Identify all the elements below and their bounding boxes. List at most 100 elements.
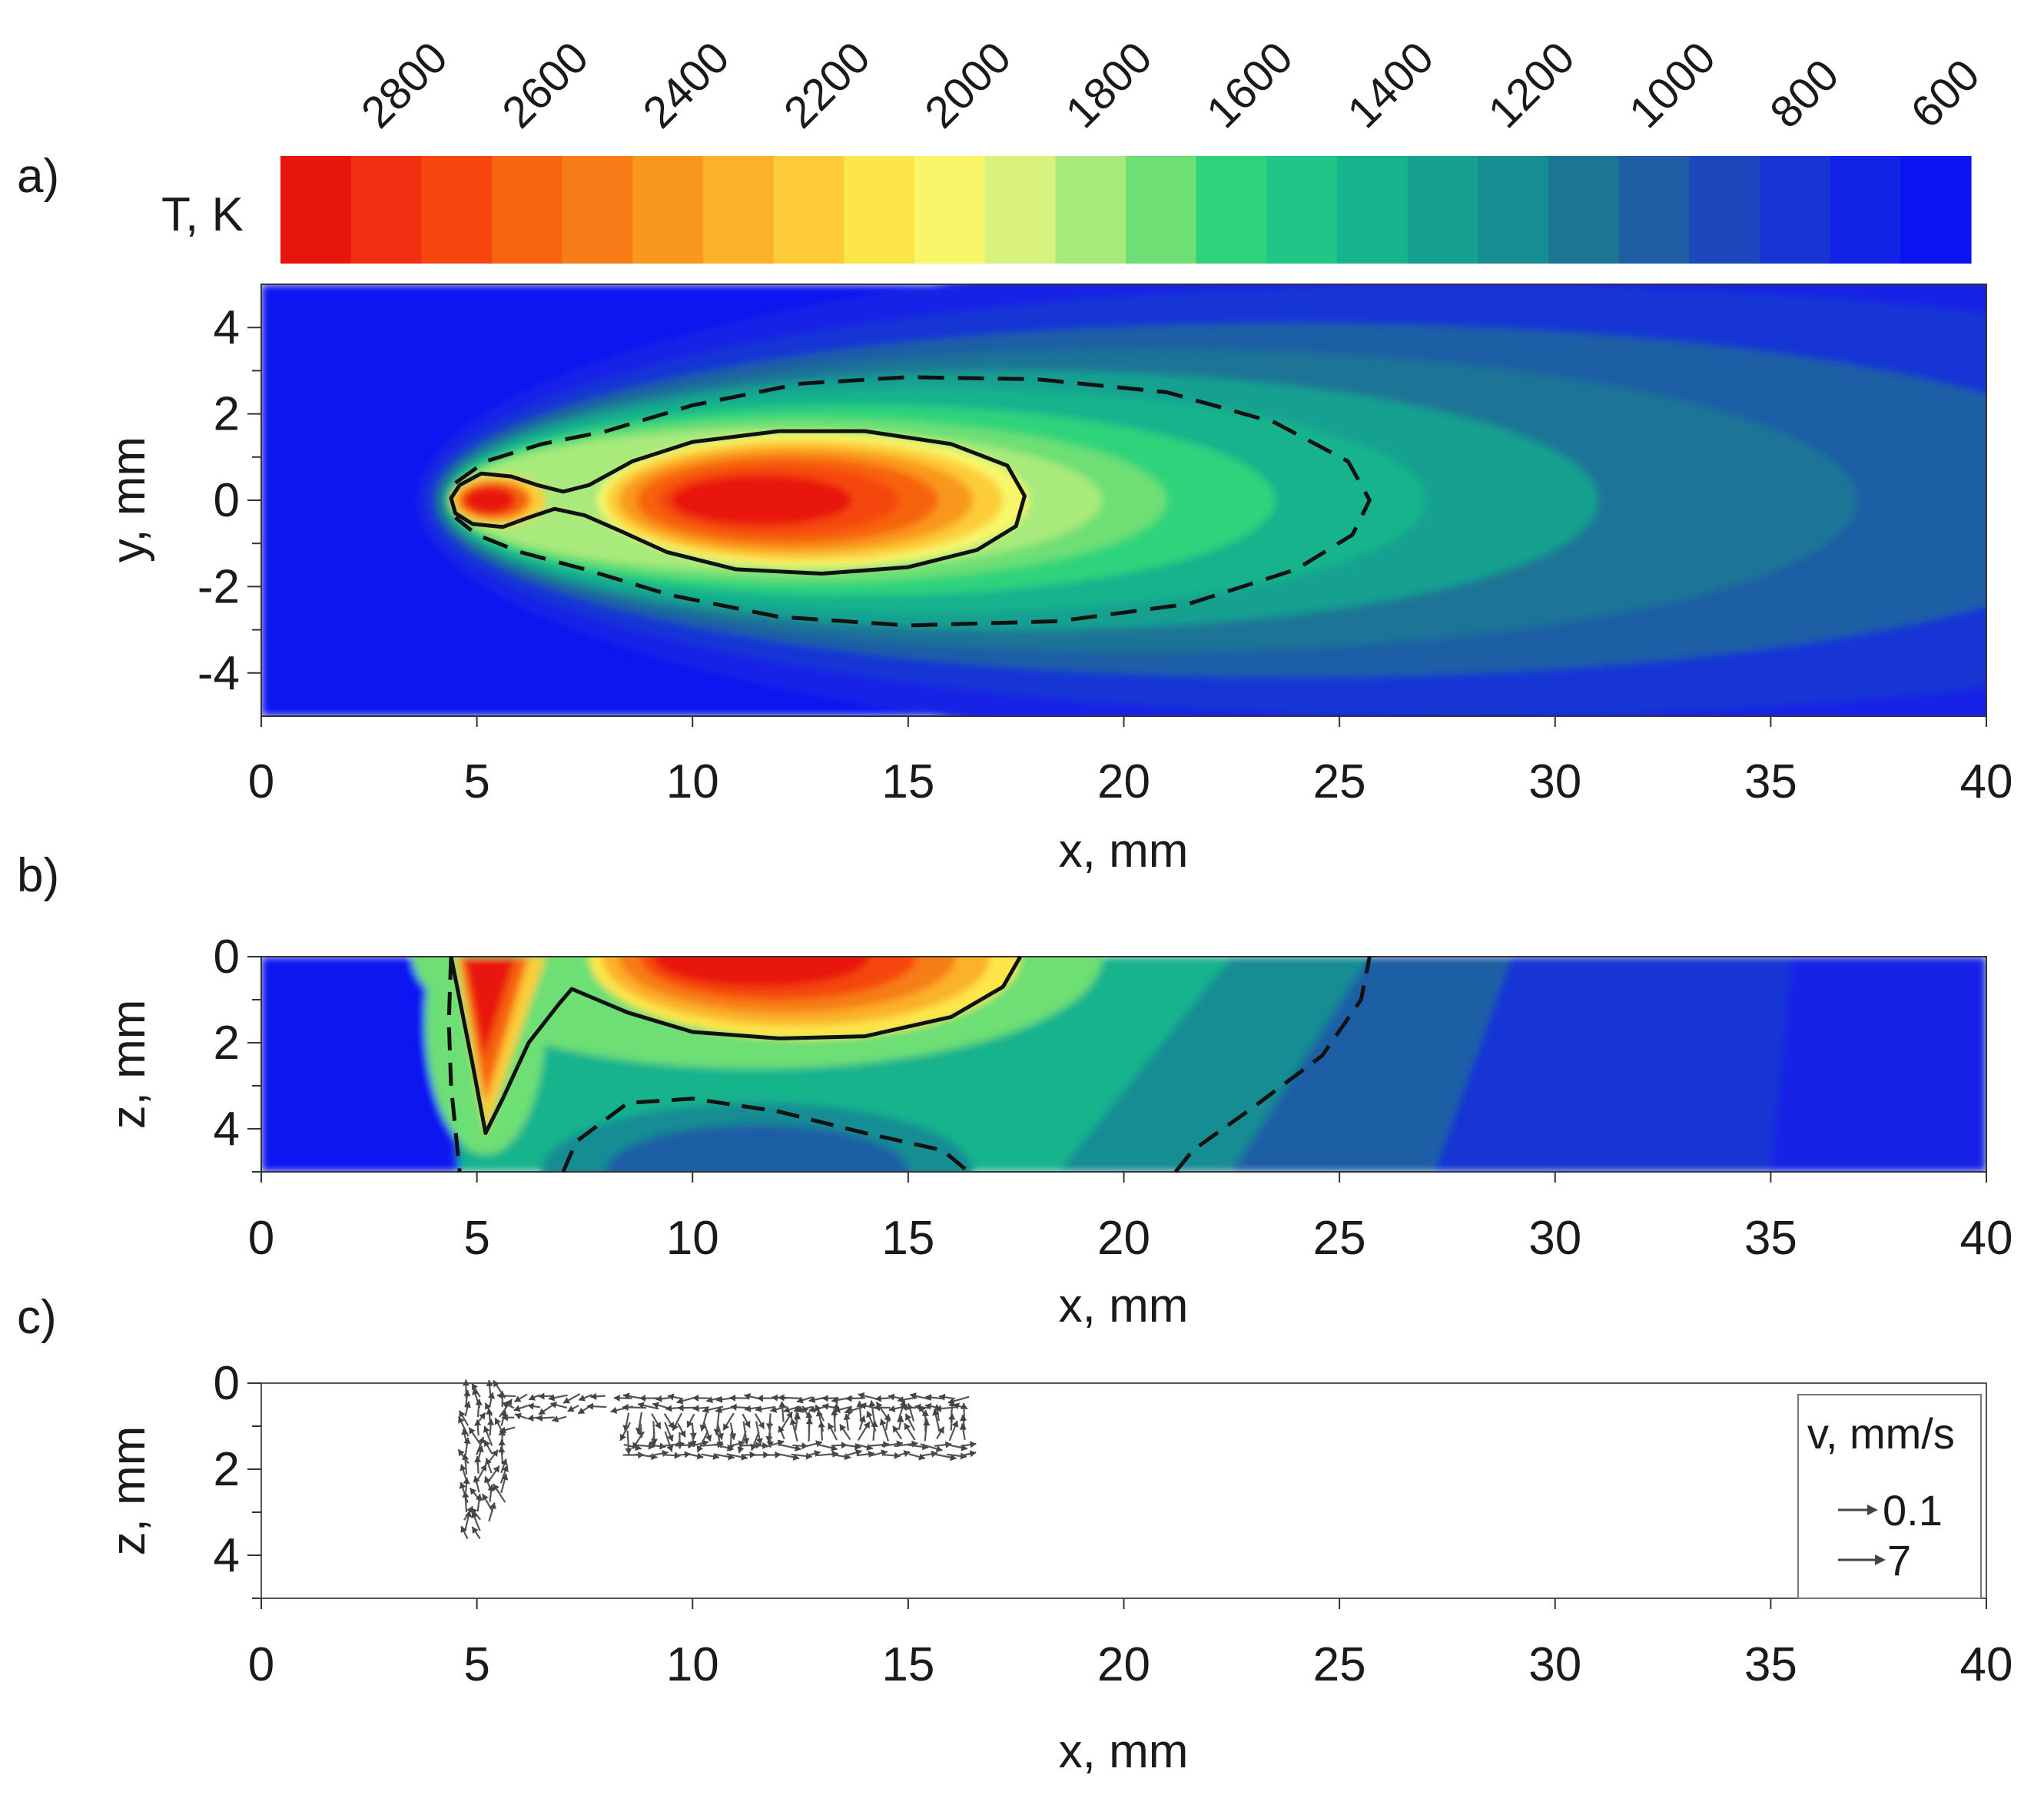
panel-a-xlabel: x, mm [1059, 825, 1189, 878]
panel-b-xtick-label: 15 [881, 1212, 934, 1265]
velocity-arrowhead [947, 1397, 955, 1405]
velocity-arrowhead [479, 1464, 487, 1472]
panel-a-ytick-label: -4 [197, 647, 240, 700]
velocity-arrowhead [831, 1450, 838, 1458]
panel-c-xtick-label: 35 [1744, 1638, 1797, 1691]
panel-c-ytick-label: 4 [214, 1529, 240, 1582]
panel-b-cool-pocket [606, 1124, 908, 1172]
velocity-arrowhead [493, 1380, 500, 1388]
colorbar-segment [914, 156, 986, 264]
velocity-arrowhead [874, 1395, 881, 1402]
velocity-arrowhead [672, 1423, 679, 1431]
panel-c-xtick-label: 20 [1097, 1638, 1150, 1691]
velocity-arrowhead [474, 1456, 482, 1463]
velocity-arrowhead [527, 1402, 534, 1410]
velocity-arrowhead [876, 1402, 883, 1409]
panel-a-xtick-label: 0 [248, 755, 274, 808]
velocity-arrowhead [801, 1442, 808, 1450]
velocity-arrowhead [484, 1402, 492, 1410]
velocity-arrowhead [932, 1408, 940, 1416]
velocity-arrowhead [844, 1407, 851, 1415]
panel-c-axes: 0 5 10 15 20 25 30 35 40 0 2 4 [214, 1357, 2013, 1691]
velocity-arrowhead [897, 1415, 904, 1423]
panel-a-ytick-label: 0 [214, 474, 240, 527]
velocity-arrowhead [472, 1388, 479, 1395]
velocity-arrowhead [484, 1476, 491, 1484]
velocity-arrowhead [473, 1475, 480, 1483]
velocity-arrowhead [667, 1434, 674, 1442]
velocity-arrowhead [550, 1401, 557, 1408]
velocity-arrowhead [854, 1442, 861, 1451]
velocity-arrowhead [893, 1425, 900, 1433]
velocity-arrowhead [793, 1413, 801, 1420]
velocity-arrowhead [744, 1392, 752, 1400]
panel-a-xtick-label: 35 [1744, 755, 1797, 808]
velocity-arrowhead [775, 1451, 781, 1459]
velocity-arrowhead [935, 1405, 942, 1412]
velocity-arrowhead [654, 1422, 661, 1429]
panel-a-xtick-label: 20 [1097, 755, 1150, 808]
velocity-arrowhead [668, 1422, 675, 1429]
velocity-arrowhead [491, 1449, 498, 1457]
velocity-arrowhead [470, 1488, 477, 1495]
velocity-arrowhead [815, 1405, 821, 1412]
velocity-arrowhead [667, 1393, 675, 1401]
velocity-arrowhead [705, 1434, 712, 1442]
velocity-legend-arrowhead-large [1875, 1554, 1886, 1565]
velocity-arrowhead [476, 1445, 484, 1453]
velocity-arrowhead [489, 1502, 496, 1510]
velocity-arrowhead [834, 1405, 841, 1413]
velocity-arrowhead [778, 1401, 786, 1408]
velocity-arrowhead [610, 1406, 618, 1414]
velocity-arrowhead [484, 1458, 492, 1465]
velocity-arrowhead [677, 1404, 684, 1412]
velocity-arrowhead [459, 1410, 466, 1418]
velocity-arrowhead [471, 1511, 478, 1519]
colorbar: 2800 2600 2400 2200 2000 1800 1600 1400 1200 1000… [280, 32, 1989, 264]
velocity-arrowhead [514, 1395, 522, 1402]
velocity-arrowhead [901, 1403, 908, 1412]
panel-c-xtick-label: 0 [248, 1638, 274, 1691]
velocity-legend: v, mm/s 0.1 7 [1797, 1394, 1982, 1599]
panel-b-axes: 0 5 10 15 20 25 30 35 40 0 2 4 [214, 931, 2013, 1265]
colorbar-tick-label: 2800 [352, 32, 457, 138]
panel-b-hot-core [653, 957, 870, 987]
velocity-arrowhead [749, 1451, 756, 1458]
panel-b-xlabel: x, mm [1059, 1279, 1189, 1332]
velocity-arrowhead [619, 1433, 627, 1441]
colorbar-segment [1900, 156, 1972, 264]
velocity-arrowhead [538, 1392, 545, 1400]
velocity-arrowhead [513, 1405, 521, 1412]
panel-c-frame [260, 1382, 1987, 1599]
velocity-arrowhead [716, 1395, 723, 1403]
colorbar-tick-label: 800 [1760, 50, 1848, 138]
velocity-arrowhead [625, 1448, 632, 1455]
velocity-arrowhead [860, 1402, 867, 1410]
velocity-arrowhead [474, 1419, 482, 1426]
velocity-arrowhead [632, 1442, 639, 1449]
velocity-arrowhead [858, 1415, 866, 1423]
colorbar-segment [421, 156, 493, 264]
velocity-arrowhead [969, 1441, 977, 1448]
velocity-arrowhead [953, 1402, 961, 1410]
velocity-arrowhead [460, 1464, 467, 1472]
velocity-arrowhead [462, 1379, 470, 1386]
panel-b-ytick-label: 4 [214, 1103, 240, 1156]
panel-c-xtick-label: 40 [1960, 1638, 2013, 1691]
velocity-arrowhead [463, 1390, 471, 1397]
velocity-arrowhead [821, 1395, 828, 1402]
velocity-arrowhead [500, 1458, 508, 1466]
panel-b-keyhole [463, 957, 516, 1060]
panel-b-ytick-label: 0 [214, 931, 240, 984]
colorbar-tick-label: 2000 [915, 32, 1020, 138]
velocity-arrowhead [866, 1411, 873, 1418]
velocity-arrowhead [696, 1452, 704, 1460]
velocity-arrowhead [498, 1446, 506, 1453]
velocity-arrowhead [502, 1414, 508, 1422]
velocity-arrowhead [548, 1394, 556, 1402]
velocity-arrowhead [579, 1394, 586, 1402]
velocity-arrowhead [783, 1406, 791, 1414]
velocity-arrowhead [918, 1453, 925, 1461]
velocity-arrowhead [623, 1392, 630, 1400]
